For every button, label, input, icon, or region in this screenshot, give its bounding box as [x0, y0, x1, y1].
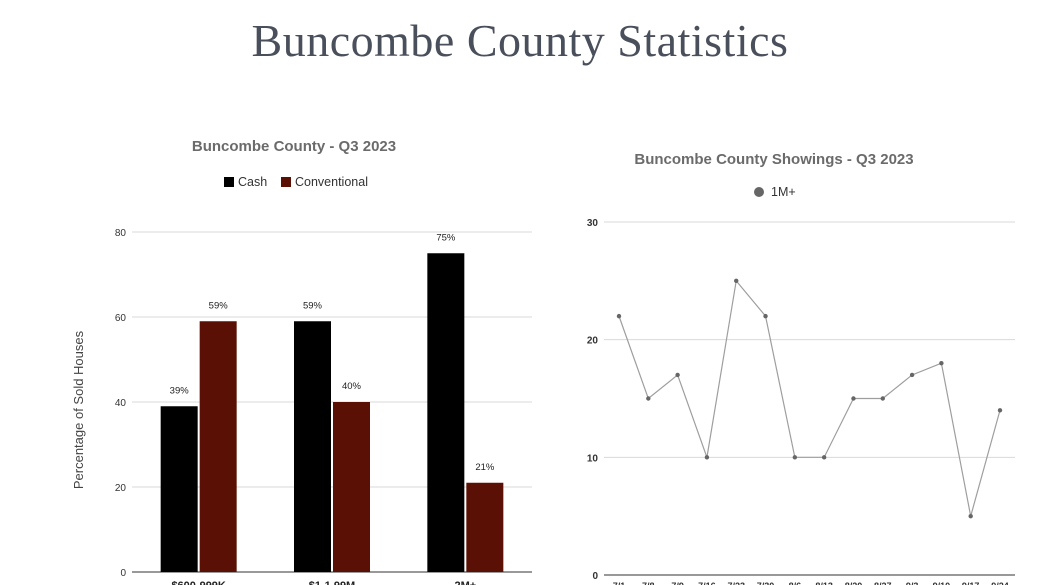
- data-point: [734, 278, 739, 284]
- x-tick-label: 7/8: [642, 581, 655, 585]
- y-tick-label: 60: [115, 313, 127, 324]
- data-label: 40%: [342, 381, 362, 392]
- x-tick-label: 8/13: [815, 581, 833, 585]
- data-point: [997, 408, 1003, 413]
- y-axis-title: Percentage of Sold Houses: [71, 330, 86, 489]
- line-chart-title: Buncombe County Showings - Q3 2023: [634, 151, 913, 168]
- page-title: Buncombe County Statistics: [251, 15, 789, 66]
- x-tick-label: 9/24: [991, 581, 1009, 585]
- data-point: [909, 372, 915, 378]
- data-label: 59%: [303, 300, 323, 311]
- y-tick-label: 0: [120, 568, 126, 579]
- data-point: [704, 455, 710, 460]
- x-tick-label: 7/30: [757, 581, 775, 585]
- x-category-label: 2M+: [454, 580, 476, 585]
- series-line-1m: [618, 279, 1001, 517]
- bar-cash: [160, 406, 198, 572]
- x-tick-label: 7/9: [671, 581, 684, 585]
- data-point: [851, 396, 856, 401]
- x-category-label: $1-1.99M: [309, 580, 355, 585]
- data-point: [616, 313, 622, 319]
- legend-swatch-conventional: [281, 177, 291, 187]
- legend-label-cash: Cash: [238, 175, 267, 189]
- x-tick-label: 7/23: [727, 581, 745, 585]
- x-tick-label: 9/17: [962, 581, 980, 585]
- x-tick-label: 8/20: [845, 581, 863, 585]
- data-point: [792, 455, 798, 460]
- x-tick-label: 8/6: [789, 581, 802, 585]
- bar-chart-title: Buncombe County - Q3 2023: [192, 138, 396, 155]
- x-category-label: $600-999K: [171, 580, 225, 585]
- y-tick-label: 40: [115, 398, 127, 409]
- data-point: [763, 313, 768, 319]
- data-label: 59%: [209, 300, 229, 311]
- x-tick-label: 9/10: [933, 581, 951, 585]
- y-tick-label: 20: [587, 336, 599, 347]
- bar-conventional: [333, 402, 370, 572]
- data-point: [880, 396, 885, 401]
- data-label: 75%: [436, 232, 456, 243]
- bar-conventional: [466, 482, 504, 572]
- x-tick-label: 7/1: [613, 581, 626, 585]
- y-tick-label: 20: [115, 483, 127, 494]
- x-tick-label: 8/27: [874, 581, 892, 585]
- legend-marker-1m: [754, 187, 764, 197]
- legend-label-1m: 1M+: [771, 185, 796, 199]
- x-tick-label: 9/3: [906, 581, 919, 585]
- y-tick-label: 10: [587, 453, 599, 464]
- data-point: [939, 361, 944, 366]
- legend-label-conventional: Conventional: [295, 175, 368, 189]
- bar-cash: [294, 321, 331, 572]
- bar-conventional: [199, 321, 237, 572]
- y-tick-label: 80: [115, 228, 127, 239]
- data-label: 21%: [475, 462, 495, 473]
- y-tick-label: 30: [587, 218, 599, 229]
- data-point: [646, 396, 651, 401]
- data-label: 39%: [170, 385, 190, 396]
- data-point: [821, 455, 827, 460]
- data-point: [968, 513, 973, 519]
- legend-swatch-cash: [224, 177, 234, 187]
- data-point: [675, 372, 680, 378]
- x-tick-label: 7/16: [698, 581, 716, 585]
- y-tick-label: 0: [592, 571, 598, 582]
- bar-cash: [427, 253, 465, 572]
